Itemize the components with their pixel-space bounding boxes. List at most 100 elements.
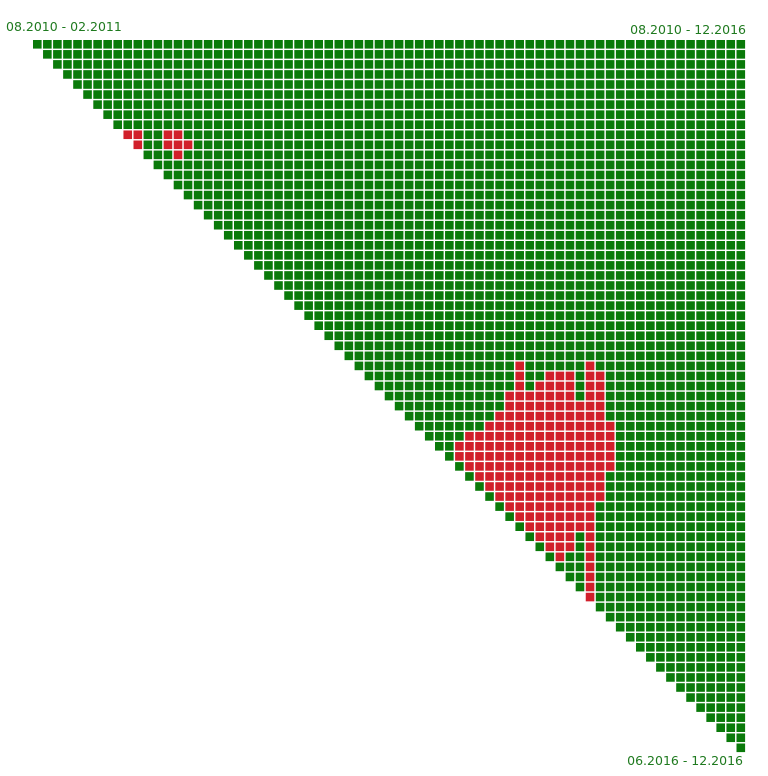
heatmap-cell-positive [686,401,695,411]
heatmap-cell-positive [656,150,665,160]
heatmap-cell-positive [394,341,404,351]
heatmap-cell-positive [565,130,575,140]
heatmap-cell-positive [676,562,685,572]
heatmap-cell-positive [314,190,323,200]
heatmap-cell-positive [495,210,504,220]
heatmap-cell-positive [605,522,615,531]
heatmap-cell-positive [605,341,615,351]
heatmap-cell-positive [605,401,615,411]
heatmap-cell-positive [334,230,344,240]
heatmap-cell-positive [404,80,414,89]
heatmap-cell-positive [374,80,384,89]
heatmap-cell-positive [686,663,695,672]
heatmap-cell-positive [284,210,293,220]
heatmap-cell-positive [555,190,565,200]
heatmap-cell-positive [495,291,504,300]
heatmap-cell-positive [636,572,645,582]
heatmap-cell-positive [374,60,384,69]
heatmap-cell-positive [354,361,364,371]
heatmap-cell-positive [716,643,725,652]
heatmap-cell-positive [656,190,665,200]
heatmap-cell-positive [244,130,253,140]
heatmap-cell-positive [394,100,404,109]
heatmap-cell-positive [294,100,303,109]
heatmap-cell-negative [455,452,464,461]
heatmap-cell-positive [505,241,514,250]
heatmap-cell-positive [394,80,404,89]
heatmap-cell-positive [706,602,715,612]
heatmap-cell-positive [666,391,675,401]
heatmap-cell-positive [424,140,434,150]
heatmap-cell-positive [394,321,404,330]
heatmap-cell-positive [716,381,725,391]
heatmap-cell-positive [404,220,414,230]
heatmap-cell-positive [736,301,746,310]
heatmap-cell-positive [646,130,655,140]
heatmap-cell-positive [726,210,736,220]
heatmap-cell-positive [505,271,514,280]
heatmap-cell-positive [495,321,504,330]
heatmap-cell-positive [565,60,575,69]
heatmap-cell-positive [495,381,504,391]
heatmap-cell-positive [435,241,444,250]
heatmap-cell-positive [495,241,504,250]
heatmap-cell-positive [485,251,494,260]
heatmap-cell-positive [244,190,253,200]
heatmap-cell-positive [605,251,615,260]
heatmap-cell-positive [304,281,313,290]
heatmap-cell-positive [656,90,665,99]
heatmap-cell-negative [515,502,524,511]
heatmap-cell-positive [706,251,715,260]
heatmap-cell-positive [354,331,364,341]
heatmap-cell-positive [545,100,555,109]
heatmap-cell-positive [495,331,504,341]
heatmap-cell-positive [304,170,313,180]
heatmap-cell-positive [736,562,746,572]
heatmap-cell-positive [183,180,193,190]
heatmap-cell-negative [585,401,595,411]
heatmap-cell-positive [555,60,565,69]
heatmap-cell-positive [666,341,675,351]
heatmap-cell-positive [676,522,685,531]
heatmap-cell-positive [595,321,605,330]
heatmap-cell-positive [525,532,535,542]
heatmap-cell-positive [686,170,695,180]
heatmap-cell-positive [595,562,605,572]
heatmap-cell-positive [636,472,645,481]
heatmap-cell-positive [505,150,514,160]
heatmap-cell-positive [485,331,494,341]
heatmap-cell-positive [244,180,253,190]
heatmap-cell-positive [465,411,474,421]
heatmap-cell-positive [485,40,494,49]
heatmap-cell-positive [716,251,725,260]
heatmap-cell-positive [696,442,705,451]
heatmap-cell-positive [716,90,725,99]
heatmap-cell-positive [706,351,715,361]
heatmap-cell-positive [394,261,404,270]
heatmap-cell-positive [404,311,414,320]
heatmap-cell-positive [726,271,736,280]
heatmap-cell-positive [404,281,414,290]
heatmap-cell-positive [515,190,524,200]
heatmap-cell-positive [113,50,122,59]
heatmap-cell-positive [736,401,746,411]
heatmap-cell-negative [525,391,535,401]
heatmap-cell-positive [565,210,575,220]
heatmap-cell-positive [515,281,524,290]
heatmap-cell-positive [374,190,384,200]
heatmap-cell-positive [274,60,283,69]
heatmap-cell-positive [615,210,625,220]
heatmap-cell-positive [696,552,705,562]
heatmap-cell-positive [294,180,303,190]
heatmap-cell-positive [284,140,293,150]
heatmap-cell-positive [625,241,635,250]
heatmap-cell-positive [465,251,474,260]
heatmap-cell-positive [625,261,635,270]
heatmap-cell-positive [465,40,474,49]
heatmap-cell-positive [404,351,414,361]
heatmap-cell-positive [615,361,625,371]
heatmap-cell-negative [505,401,514,411]
heatmap-cell-positive [676,40,685,49]
heatmap-cell-positive [424,200,434,210]
heatmap-cell-positive [676,180,685,190]
